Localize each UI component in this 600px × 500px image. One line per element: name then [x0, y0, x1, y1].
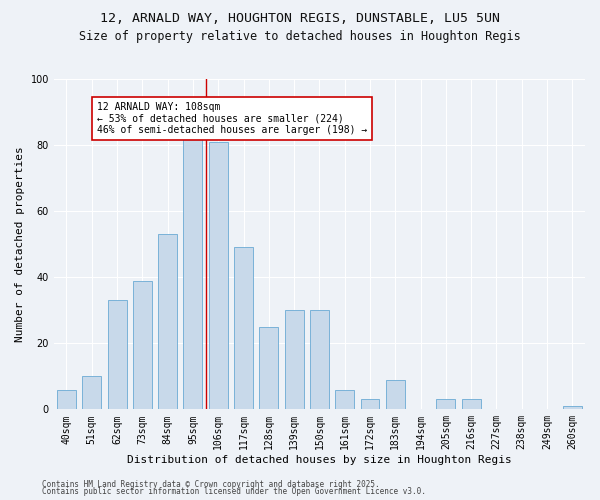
Text: Size of property relative to detached houses in Houghton Regis: Size of property relative to detached ho… [79, 30, 521, 43]
Bar [361, 400, 379, 409]
Bar [158, 234, 177, 410]
Bar [436, 400, 455, 409]
Text: 12, ARNALD WAY, HOUGHTON REGIS, DUNSTABLE, LU5 5UN: 12, ARNALD WAY, HOUGHTON REGIS, DUNSTABL… [100, 12, 500, 26]
Bar [57, 390, 76, 409]
Bar [335, 390, 354, 409]
Text: Contains public sector information licensed under the Open Government Licence v3: Contains public sector information licen… [42, 487, 426, 496]
Bar [184, 132, 202, 409]
Bar [259, 327, 278, 409]
Bar [563, 406, 582, 409]
Y-axis label: Number of detached properties: Number of detached properties [15, 146, 25, 342]
Bar [107, 300, 127, 410]
Bar [234, 248, 253, 410]
Bar [310, 310, 329, 410]
X-axis label: Distribution of detached houses by size in Houghton Regis: Distribution of detached houses by size … [127, 455, 512, 465]
Text: Contains HM Land Registry data © Crown copyright and database right 2025.: Contains HM Land Registry data © Crown c… [42, 480, 380, 489]
Text: 12 ARNALD WAY: 108sqm
← 53% of detached houses are smaller (224)
46% of semi-det: 12 ARNALD WAY: 108sqm ← 53% of detached … [97, 102, 367, 136]
Bar [209, 142, 227, 409]
Bar [284, 310, 304, 410]
Bar [461, 400, 481, 409]
Bar [386, 380, 405, 410]
Bar [82, 376, 101, 410]
Bar [133, 280, 152, 409]
